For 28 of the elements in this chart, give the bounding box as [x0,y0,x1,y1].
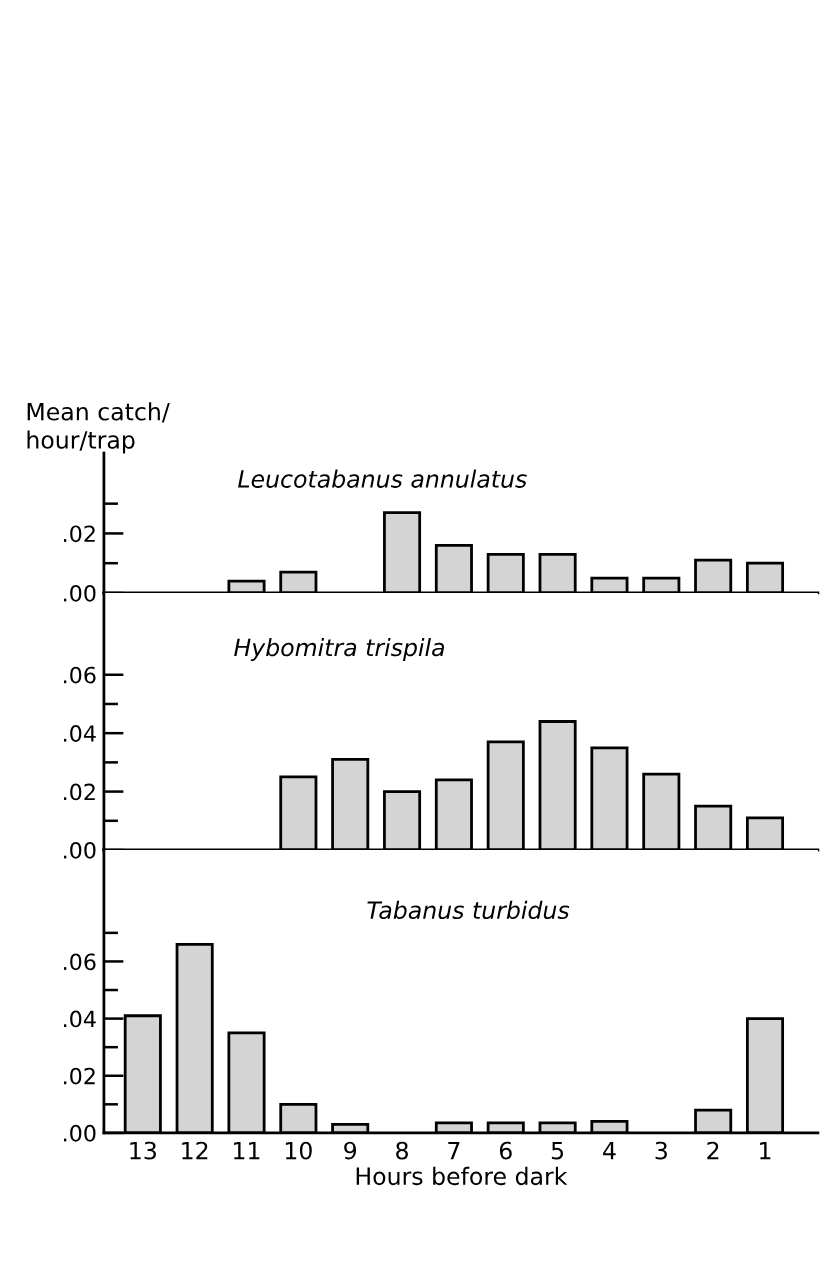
x-tick-label: 11 [234,1141,260,1160]
y-tick-label: .06 [64,666,96,684]
y-tick-label: .04 [64,1010,96,1028]
y-tick-label: .02 [64,783,95,801]
y-tick-label: .04 [64,725,96,742]
x-tick-label: 9 [344,1141,357,1160]
y-tick-label: .06 [64,953,96,971]
y-tick-label: .02 [64,525,95,543]
x-tick-label: 3 [655,1141,667,1160]
x-tick-label: 10 [285,1141,312,1160]
x-tick-label: 2 [707,1141,719,1160]
x-tick-label: 1 [760,1141,771,1160]
x-tick-label: 7 [448,1141,460,1160]
x-axis-title: Hours before dark [356,1166,568,1186]
y-tick-label: .00 [64,584,96,602]
y-tick-label: .00 [64,841,96,859]
y-tick-label: .00 [64,1124,96,1142]
x-tick-label: 4 [603,1141,616,1160]
text: Leucotabanus annulatus [238,469,527,488]
x-tick-label: 12 [182,1141,208,1160]
y-axis-title: Mean catch/ hour/trap [27,402,170,454]
x-tick-label: 6 [499,1141,512,1160]
x-tick-label: 8 [396,1141,408,1160]
x-tick-label: 5 [551,1141,564,1160]
y-tick-label: .02 [64,1067,95,1085]
text: Hybomitra trispila [234,638,444,661]
text: Tabanus turbidus [367,900,570,920]
x-tick-label: 13 [130,1141,156,1160]
